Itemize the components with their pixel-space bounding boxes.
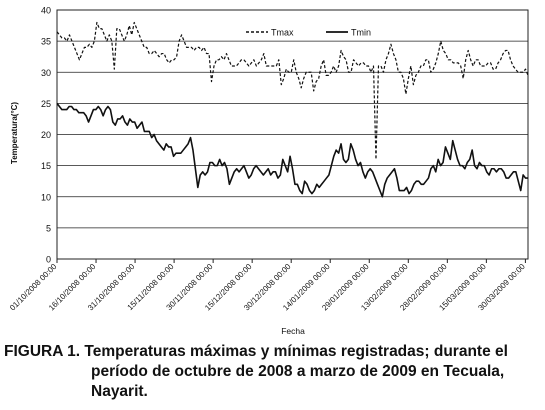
series-lines — [56, 21, 529, 198]
legend-label-tmax: Tmax — [271, 28, 294, 38]
y-tick-label: 30 — [41, 68, 51, 78]
plot-frame — [56, 9, 529, 260]
caption-line-2: período de octubre de 2008 a marzo de 20… — [91, 363, 505, 400]
legend-label-tmin: Tmin — [351, 28, 371, 38]
legend: Tmax Tmin — [246, 28, 371, 38]
y-tick-label: 0 — [46, 255, 51, 265]
y-tick-label: 10 — [41, 192, 51, 202]
series-line-tmin — [56, 102, 528, 198]
y-tick-labels: 0 5 10 15 20 25 30 35 40 — [41, 6, 51, 265]
y-tick-label: 5 — [46, 223, 51, 233]
y-tick-label: 40 — [41, 6, 51, 16]
y-axis-label: Temperatura(°C) — [10, 102, 19, 165]
caption-line-1: FIGURA 1. Temperaturas máximas y mínimas… — [4, 343, 508, 360]
y-tick-label: 15 — [41, 161, 51, 171]
series-line-tmax — [56, 21, 529, 160]
figure-caption: FIGURA 1. Temperaturas máximas y mínimas… — [4, 342, 542, 402]
x-axis-label: Fecha — [281, 326, 305, 336]
temperature-line-chart: 0 5 10 15 20 25 30 35 40 01/10/2008 00:0016/10/2… — [8, 6, 529, 336]
y-tick-label: 20 — [41, 130, 51, 140]
axes — [56, 9, 529, 263]
y-tick-label: 35 — [41, 37, 51, 47]
y-tick-label: 25 — [41, 99, 51, 109]
gridlines — [57, 9, 528, 260]
